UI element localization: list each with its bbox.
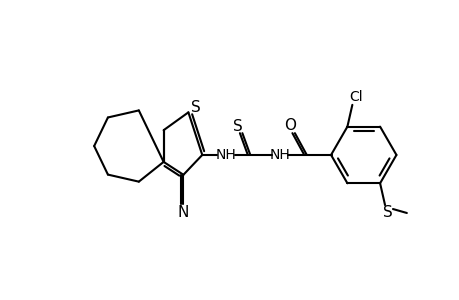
Text: O: O (284, 118, 296, 133)
Text: Cl: Cl (349, 90, 362, 104)
Text: NH: NH (215, 148, 236, 162)
Text: N: N (177, 205, 189, 220)
Text: S: S (382, 206, 392, 220)
Text: S: S (233, 119, 242, 134)
Text: NH: NH (269, 148, 289, 162)
Text: S: S (191, 100, 201, 115)
